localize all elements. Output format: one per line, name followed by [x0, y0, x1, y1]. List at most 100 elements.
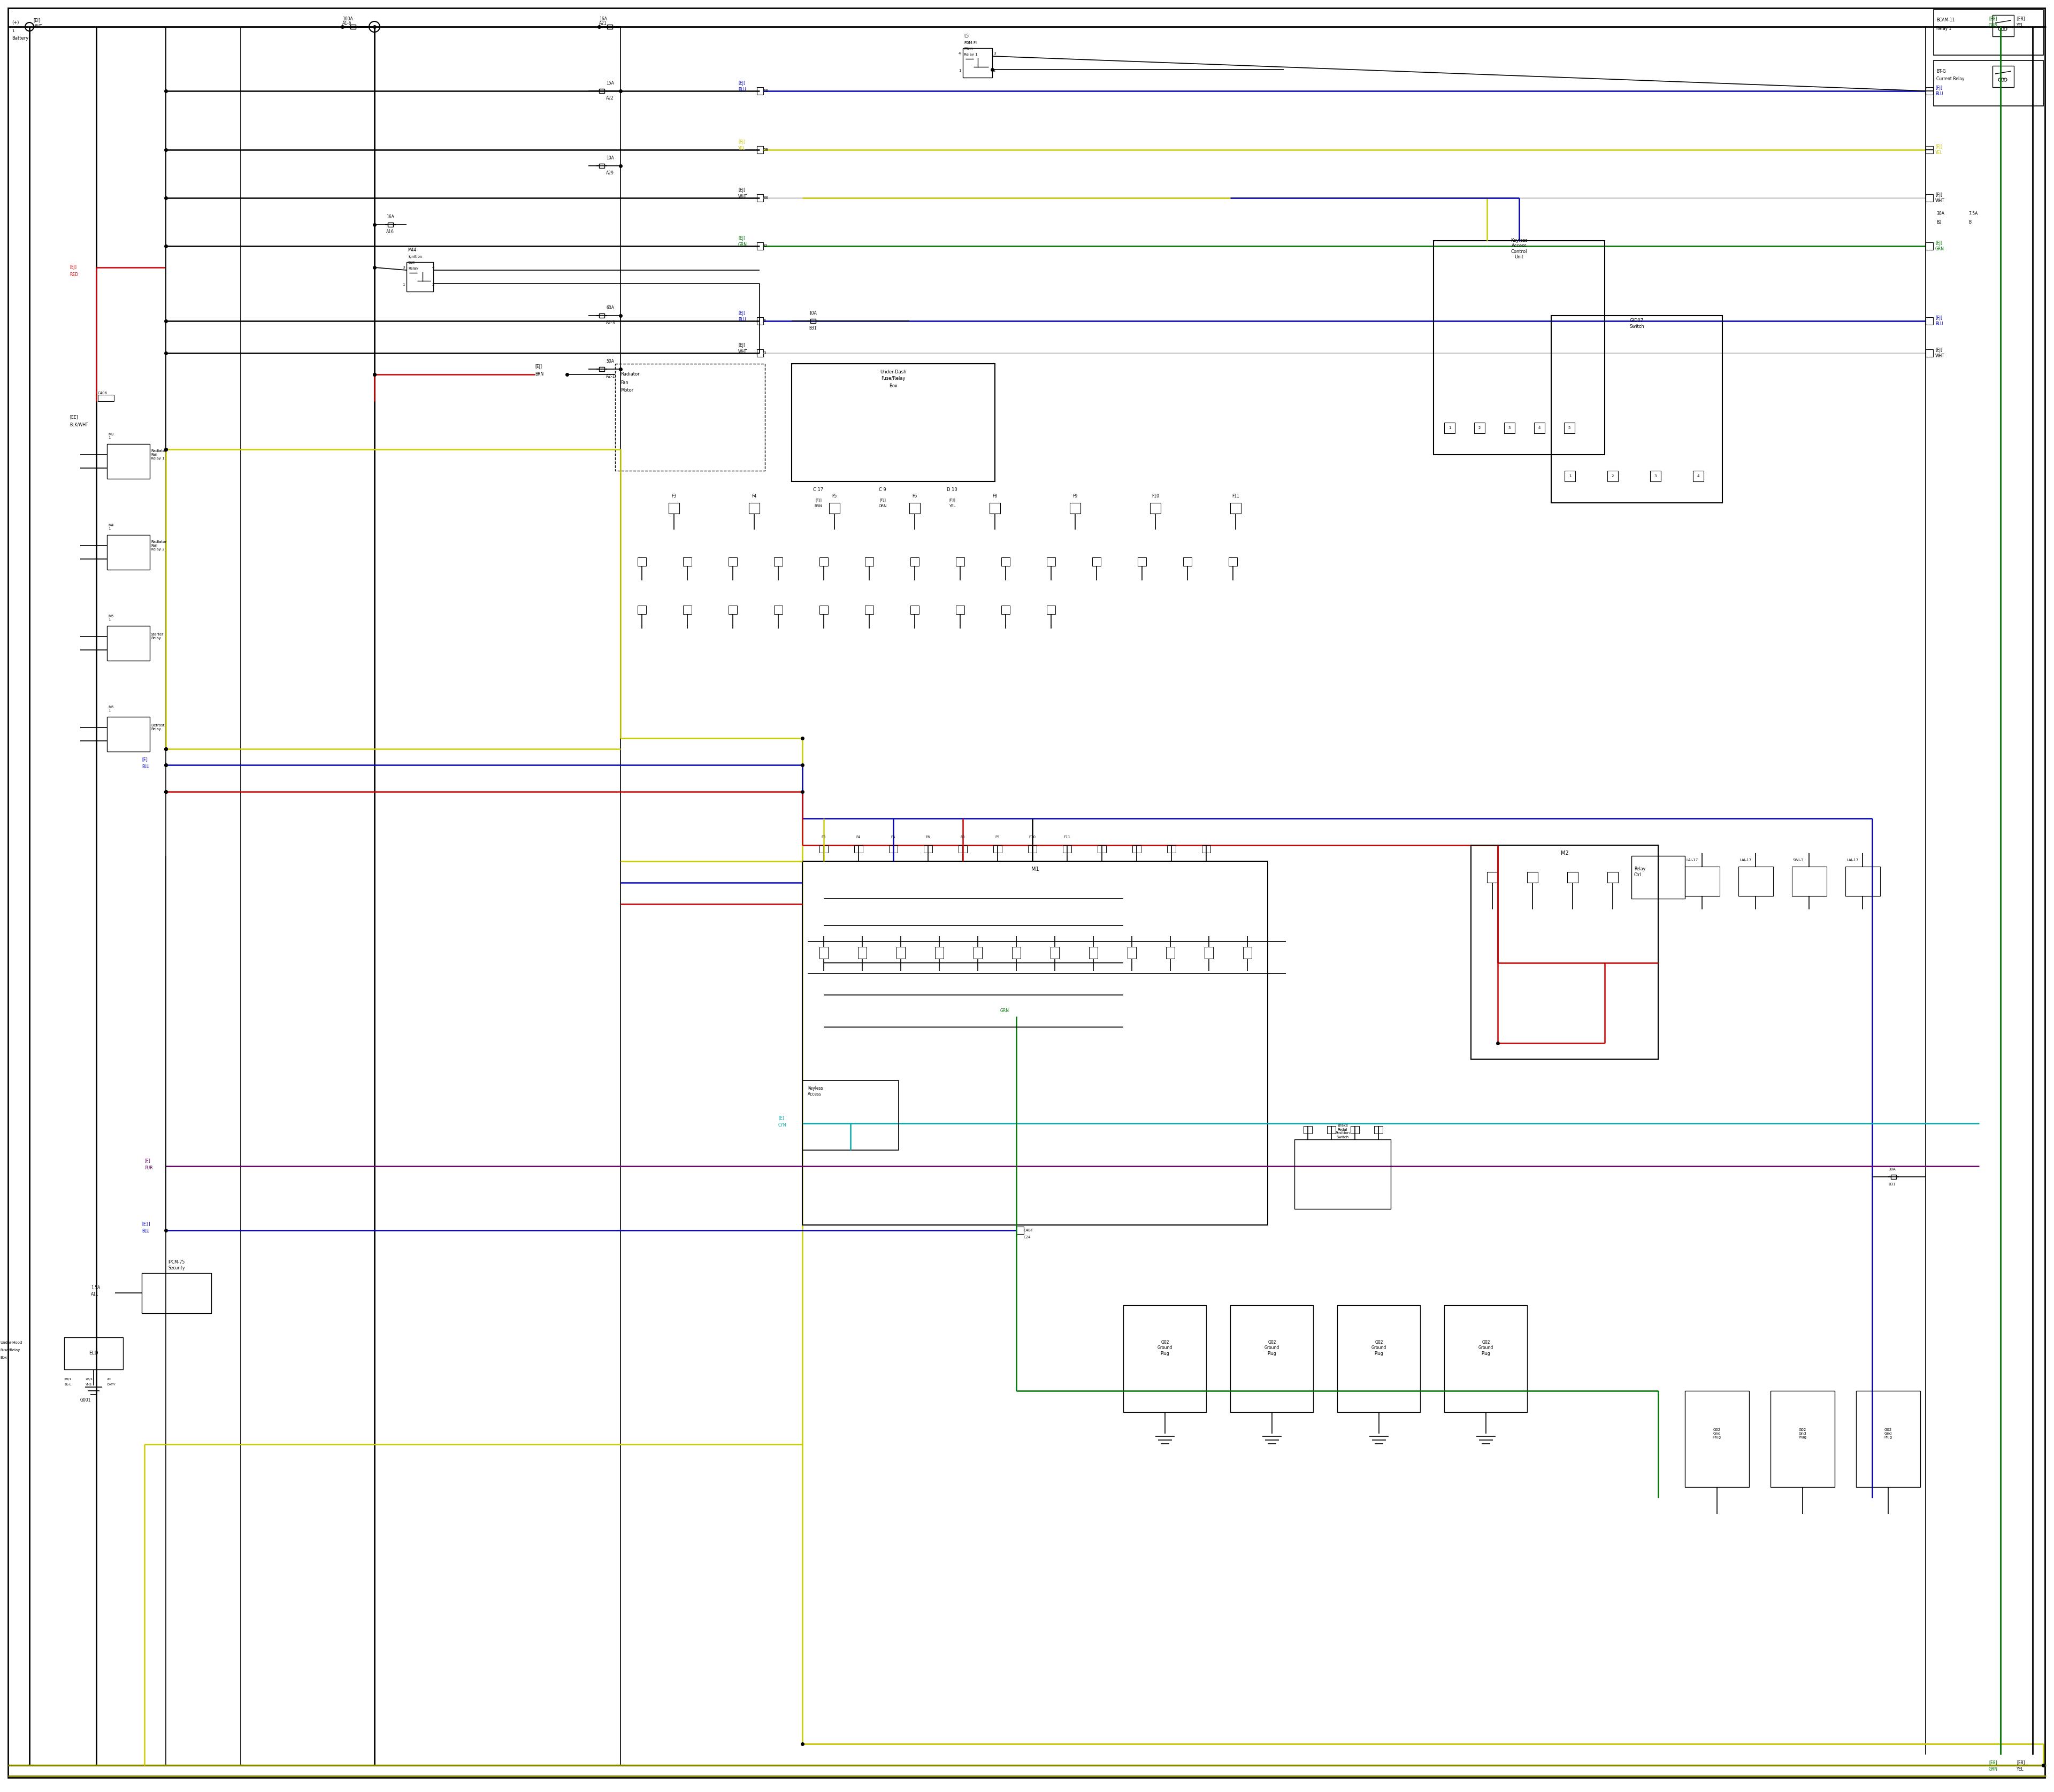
- Bar: [1204, 946, 1214, 959]
- Bar: [1563, 423, 1575, 434]
- Text: [EJ]: [EJ]: [879, 498, 885, 502]
- Bar: [1927, 145, 1933, 154]
- Bar: [889, 846, 898, 853]
- Bar: [99, 394, 113, 401]
- Text: M5
1: M5 1: [109, 615, 113, 622]
- Text: YEL: YEL: [2017, 23, 2023, 29]
- Bar: [1927, 194, 1933, 202]
- Text: BLU: BLU: [737, 88, 746, 91]
- Text: CAT-Y: CAT-Y: [107, 1383, 115, 1387]
- Bar: [1927, 349, 1933, 357]
- Text: WHT: WHT: [33, 25, 43, 29]
- Bar: [1608, 471, 1619, 482]
- Text: [EJ]
BLU: [EJ] BLU: [1935, 315, 1943, 326]
- Text: 16A: 16A: [600, 16, 608, 22]
- Text: 59: 59: [764, 149, 768, 151]
- Text: BCAM-11: BCAM-11: [1937, 18, 1955, 23]
- Text: Battery: Battery: [12, 36, 29, 41]
- Text: [EJ]: [EJ]: [70, 265, 76, 271]
- Bar: [830, 504, 840, 514]
- Text: 16A: 16A: [386, 215, 394, 220]
- Bar: [684, 557, 692, 566]
- Bar: [955, 606, 965, 615]
- Text: [EJ]: [EJ]: [737, 188, 746, 192]
- Text: 4: 4: [431, 265, 435, 269]
- Text: F8: F8: [992, 495, 998, 498]
- Bar: [820, 606, 828, 615]
- Text: Relay 1: Relay 1: [1937, 25, 1951, 30]
- Text: BL-L: BL-L: [64, 1383, 72, 1387]
- Text: 1: 1: [403, 283, 405, 287]
- Text: LAI-17: LAI-17: [1740, 858, 1752, 862]
- Bar: [1791, 867, 1826, 896]
- Text: 2: 2: [1612, 475, 1614, 478]
- Bar: [1062, 846, 1072, 853]
- Bar: [756, 194, 764, 202]
- Text: 5: 5: [1567, 426, 1571, 430]
- Text: Fuse/Relay: Fuse/Relay: [0, 1349, 21, 1351]
- Text: [E]: [E]: [144, 1158, 150, 1163]
- Text: F10: F10: [1029, 835, 1035, 839]
- Text: 3: 3: [1653, 475, 1658, 478]
- Text: 1: 1: [1448, 426, 1450, 430]
- Bar: [600, 367, 604, 371]
- Bar: [1504, 423, 1516, 434]
- Bar: [756, 242, 764, 249]
- Text: 2B/1: 2B/1: [86, 1378, 92, 1380]
- Text: [E8]: [E8]: [1988, 16, 1996, 22]
- Text: F11: F11: [1064, 835, 1070, 839]
- Bar: [1150, 504, 1161, 514]
- Bar: [388, 222, 392, 228]
- Bar: [1097, 846, 1107, 853]
- Text: A11: A11: [90, 1292, 99, 1297]
- Text: BRN: BRN: [534, 371, 544, 376]
- Text: 7.5A: 7.5A: [1968, 211, 1978, 217]
- Bar: [614, 364, 764, 471]
- Bar: [637, 557, 647, 566]
- Text: Keyless
Access: Keyless Access: [807, 1086, 824, 1097]
- Text: F11: F11: [1232, 495, 1239, 498]
- Bar: [791, 364, 994, 482]
- Text: M44: M44: [407, 247, 417, 253]
- Text: Main: Main: [963, 47, 974, 50]
- Text: G02
Gnd
Plug: G02 Gnd Plug: [1884, 1428, 1892, 1439]
- Text: ELD: ELD: [88, 1351, 99, 1357]
- Bar: [1927, 88, 1933, 95]
- Text: 4: 4: [1538, 426, 1540, 430]
- Bar: [1933, 9, 2044, 56]
- Bar: [1093, 557, 1101, 566]
- Text: 58: 58: [764, 90, 768, 93]
- Bar: [1534, 423, 1545, 434]
- Bar: [64, 1337, 123, 1369]
- Text: D 10: D 10: [947, 487, 957, 491]
- Bar: [1228, 557, 1237, 566]
- Bar: [1992, 66, 2013, 88]
- Text: BLU: BLU: [142, 763, 150, 769]
- Text: [EJ]
GRN: [EJ] GRN: [1935, 240, 1945, 251]
- Bar: [1892, 1176, 1896, 1179]
- Text: [EJ]: [EJ]: [737, 310, 746, 315]
- Text: A29: A29: [606, 170, 614, 176]
- Bar: [1167, 946, 1175, 959]
- Bar: [820, 946, 828, 959]
- Text: GID07
Switch: GID07 Switch: [1629, 319, 1643, 328]
- Text: M1: M1: [1031, 867, 1039, 873]
- Text: G02
Ground
Plug: G02 Ground Plug: [1158, 1340, 1173, 1357]
- Text: Radiator: Radiator: [620, 373, 639, 376]
- Text: SWI-3: SWI-3: [1793, 858, 1803, 862]
- Text: 42: 42: [764, 244, 768, 247]
- Bar: [1487, 873, 1497, 883]
- Text: [E1]: [E1]: [142, 1222, 150, 1226]
- Text: BLU: BLU: [142, 1229, 150, 1233]
- Text: [EJ]
WHT: [EJ] WHT: [1935, 194, 1945, 202]
- Text: Radiator
Fan
Relay 1: Radiator Fan Relay 1: [150, 450, 166, 461]
- Text: G02
Ground
Plug: G02 Ground Plug: [1372, 1340, 1386, 1357]
- Bar: [1374, 1125, 1382, 1134]
- Bar: [1294, 1140, 1391, 1210]
- Text: [EJ]: [EJ]: [949, 498, 955, 502]
- Text: 30A: 30A: [1937, 211, 1945, 217]
- Bar: [756, 88, 764, 95]
- Text: 1: 1: [1569, 475, 1571, 478]
- Text: [E]: [E]: [778, 1116, 785, 1120]
- Text: Box: Box: [889, 383, 898, 389]
